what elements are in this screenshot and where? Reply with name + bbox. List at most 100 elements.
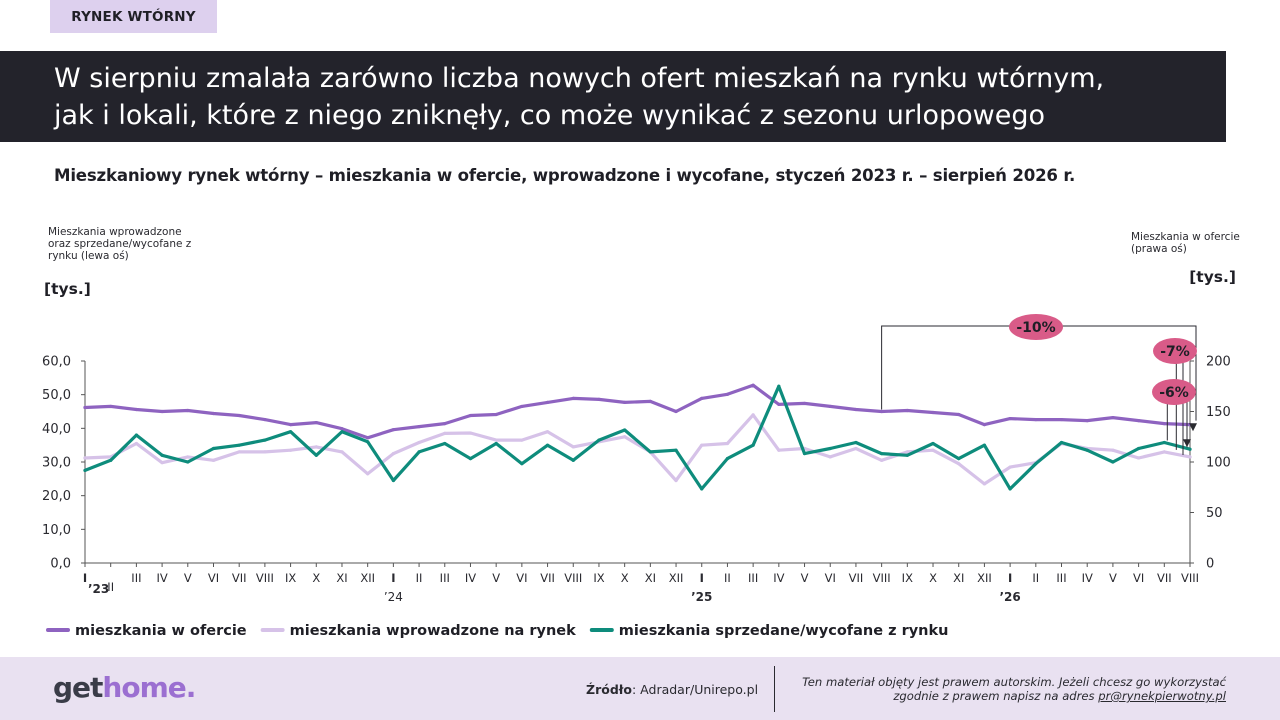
annotation-badge-6 xyxy=(1152,379,1196,405)
data-point xyxy=(957,462,961,466)
data-point xyxy=(1162,422,1166,426)
data-point xyxy=(828,446,832,451)
x-axis-tick-label: IV xyxy=(773,571,784,585)
data-point xyxy=(623,400,627,405)
x-axis-tick-label: VI xyxy=(1133,571,1144,585)
x-axis-tick-label: II xyxy=(107,580,114,594)
data-point xyxy=(314,453,318,457)
source-note: Źródło: Adradar/Unirepo.pl xyxy=(586,682,758,697)
x-axis-tick-label: IV xyxy=(1082,571,1093,585)
data-point xyxy=(931,448,935,452)
data-point xyxy=(314,445,318,449)
x-axis-tick-label: XI xyxy=(953,571,964,585)
x-axis-tick-label: IX xyxy=(902,571,913,585)
data-point xyxy=(700,396,704,400)
data-point xyxy=(83,405,87,410)
data-point xyxy=(623,435,627,439)
data-point xyxy=(468,413,473,418)
x-axis-tick-label: VII xyxy=(849,571,864,585)
data-point xyxy=(545,443,550,447)
data-point xyxy=(1085,418,1089,423)
data-point xyxy=(1137,418,1141,423)
data-point xyxy=(880,451,884,456)
left-axis-tick-label: 60,0 xyxy=(42,355,71,370)
data-point xyxy=(366,472,370,476)
copyright-line-2: zgodnie z prawem napisz na adres pr@ryne… xyxy=(776,689,1226,703)
right-axis-tick-label: 0 xyxy=(1206,557,1214,572)
data-point xyxy=(674,409,678,414)
data-point xyxy=(880,458,884,462)
right-axis-tick-label: 200 xyxy=(1206,355,1231,370)
left-axis-unit: [tys.] xyxy=(44,280,91,298)
x-axis-year-label: ’25 xyxy=(691,590,712,604)
data-point xyxy=(211,446,216,451)
data-point xyxy=(340,450,344,454)
data-point xyxy=(160,461,164,465)
data-point xyxy=(494,438,498,442)
data-point xyxy=(1137,456,1141,460)
annotation-badge-7 xyxy=(1153,338,1197,364)
data-point xyxy=(134,433,138,437)
data-point xyxy=(160,409,164,414)
x-axis-tick-label: X xyxy=(929,571,937,585)
x-axis-tick-label: VI xyxy=(825,571,836,585)
x-axis-tick-label: VIII xyxy=(256,571,274,585)
data-point xyxy=(160,453,164,457)
data-point xyxy=(802,451,807,456)
data-point xyxy=(725,441,730,446)
data-point xyxy=(571,445,575,449)
x-axis-tick-label: VIII xyxy=(564,571,582,585)
data-point xyxy=(314,421,318,425)
data-point xyxy=(1085,448,1089,452)
data-point xyxy=(366,440,370,444)
left-axis-tick-label: 30,0 xyxy=(42,456,71,471)
copyright-email-link[interactable]: pr@rynekpierwotny.pl xyxy=(1098,689,1226,703)
data-point xyxy=(1008,465,1012,469)
gethome-logo: gethome. xyxy=(53,671,196,704)
data-point xyxy=(443,431,447,435)
copyright-line-2-text: zgodnie z prawem napisz na adres xyxy=(893,689,1099,703)
headline: W sierpniu zmalała zarówno liczba nowych… xyxy=(0,51,1226,142)
left-axis-note: rynku (lewa oś) xyxy=(48,250,129,262)
data-point xyxy=(109,458,113,462)
data-point xyxy=(391,451,395,456)
x-axis-tick-label: IV xyxy=(156,571,167,585)
annotation-arrowhead-6 xyxy=(1189,423,1197,432)
footer-divider xyxy=(774,666,775,712)
copyright-note: Ten materiał objęty jest prawem autorski… xyxy=(776,675,1226,703)
left-axis-note: Mieszkania wprowadzone xyxy=(48,226,182,238)
x-axis-tick-label: I xyxy=(83,571,87,585)
left-axis-tick-label: 50,0 xyxy=(42,388,71,403)
data-point xyxy=(1111,448,1115,452)
x-axis-tick-label: V xyxy=(492,571,500,585)
x-axis-tick-label: II xyxy=(724,571,731,585)
data-point xyxy=(1162,450,1166,454)
data-point xyxy=(1034,417,1038,422)
data-point xyxy=(1059,440,1064,445)
data-point xyxy=(520,404,524,409)
data-point xyxy=(134,441,138,446)
legend-label: mieszkania wprowadzone na rynek xyxy=(290,623,577,639)
data-point xyxy=(237,450,241,454)
data-point xyxy=(417,450,421,454)
data-point xyxy=(211,411,216,416)
data-point xyxy=(83,456,87,460)
annotation-label-10: -10% xyxy=(1016,320,1055,336)
legend-label: mieszkania sprzedane/wycofane z rynku xyxy=(619,623,949,639)
x-axis-year-label: ’26 xyxy=(999,590,1020,604)
data-point xyxy=(1137,446,1141,451)
data-point xyxy=(211,458,216,462)
source-label: Źródło xyxy=(586,682,632,697)
data-point xyxy=(802,401,807,406)
data-point xyxy=(931,441,935,446)
right-axis-tick-label: 150 xyxy=(1206,405,1231,420)
x-axis-tick-label: VI xyxy=(208,571,219,585)
data-point xyxy=(520,462,524,466)
x-axis-tick-label: VI xyxy=(516,571,527,585)
x-axis-tick-label: VII xyxy=(232,571,247,585)
left-axis-tick-label: 10,0 xyxy=(42,523,71,538)
data-point xyxy=(263,438,267,442)
right-axis-tick-label: 100 xyxy=(1206,456,1231,471)
left-axis-tick-label: 0,0 xyxy=(50,557,71,572)
data-point xyxy=(1034,462,1038,466)
